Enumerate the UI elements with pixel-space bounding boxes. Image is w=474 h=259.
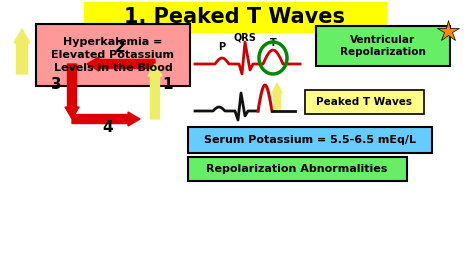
Text: QRS: QRS [234,32,256,42]
FancyBboxPatch shape [316,26,450,66]
Text: P: P [219,42,226,52]
Text: Peaked T Waves: Peaked T Waves [316,97,412,107]
FancyArrow shape [14,29,30,74]
FancyArrow shape [65,64,79,119]
FancyBboxPatch shape [36,24,190,86]
Text: Ventricular
Repolarization: Ventricular Repolarization [340,35,426,57]
Text: 1: 1 [163,77,173,92]
Text: 3: 3 [51,77,61,92]
FancyArrow shape [87,57,155,71]
FancyArrow shape [72,112,140,126]
Text: Serum Potassium = 5.5-6.5 mEq/L: Serum Potassium = 5.5-6.5 mEq/L [204,135,416,145]
Text: Hyperkalemia =
Elevated Potassium
Levels in the Blood: Hyperkalemia = Elevated Potassium Levels… [52,37,174,73]
Text: 4: 4 [103,120,113,135]
FancyArrow shape [148,64,162,119]
Text: 1. Peaked T Waves: 1. Peaked T Waves [125,7,346,27]
FancyBboxPatch shape [188,127,432,153]
FancyBboxPatch shape [188,157,407,181]
FancyBboxPatch shape [84,2,386,32]
FancyArrow shape [272,83,282,109]
Text: 2: 2 [115,40,126,55]
Text: T: T [270,38,276,48]
FancyBboxPatch shape [305,90,424,114]
Text: Repolarization Abnormalities: Repolarization Abnormalities [206,164,388,174]
